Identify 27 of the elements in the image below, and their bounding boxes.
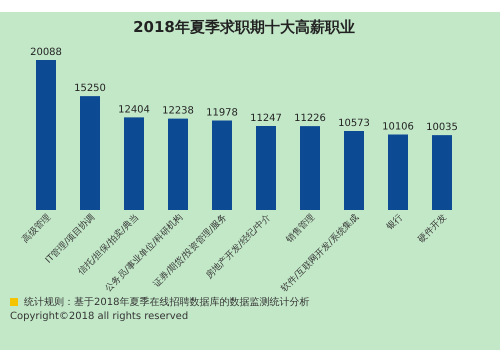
x-tick-label: 高级管理 — [20, 212, 54, 246]
bar — [168, 118, 188, 210]
x-tick-label: 销售管理 — [283, 212, 318, 246]
bar — [300, 126, 320, 210]
bar — [388, 134, 408, 210]
data-label: 12404 — [118, 104, 150, 116]
data-label: 11247 — [250, 113, 282, 124]
bar — [36, 60, 56, 210]
chart-title: 2018年夏季求职期十大高薪职业 — [133, 18, 355, 36]
text: 统计规则：基于2018年夏季在线招聘数据库的数据监测统计分析 — [24, 296, 310, 309]
data-label: 11226 — [294, 113, 326, 124]
bar — [212, 120, 232, 210]
data-label: 10035 — [426, 122, 458, 134]
bar — [432, 135, 452, 210]
x-tick-label: 银行 — [384, 212, 406, 234]
data-label: 15250 — [74, 83, 106, 94]
data-label: 20088 — [30, 47, 62, 58]
data-label: 11978 — [206, 108, 238, 119]
data-label: 10106 — [382, 122, 414, 133]
bar — [344, 131, 364, 210]
bar — [124, 117, 144, 210]
bar — [256, 126, 276, 210]
x-tick-label: 硬件开发 — [416, 212, 450, 246]
data-label: 12238 — [162, 106, 194, 117]
bar — [80, 96, 100, 210]
text: Copyright©2018 all rights reserved — [10, 311, 188, 322]
data-label: 10573 — [338, 118, 370, 130]
